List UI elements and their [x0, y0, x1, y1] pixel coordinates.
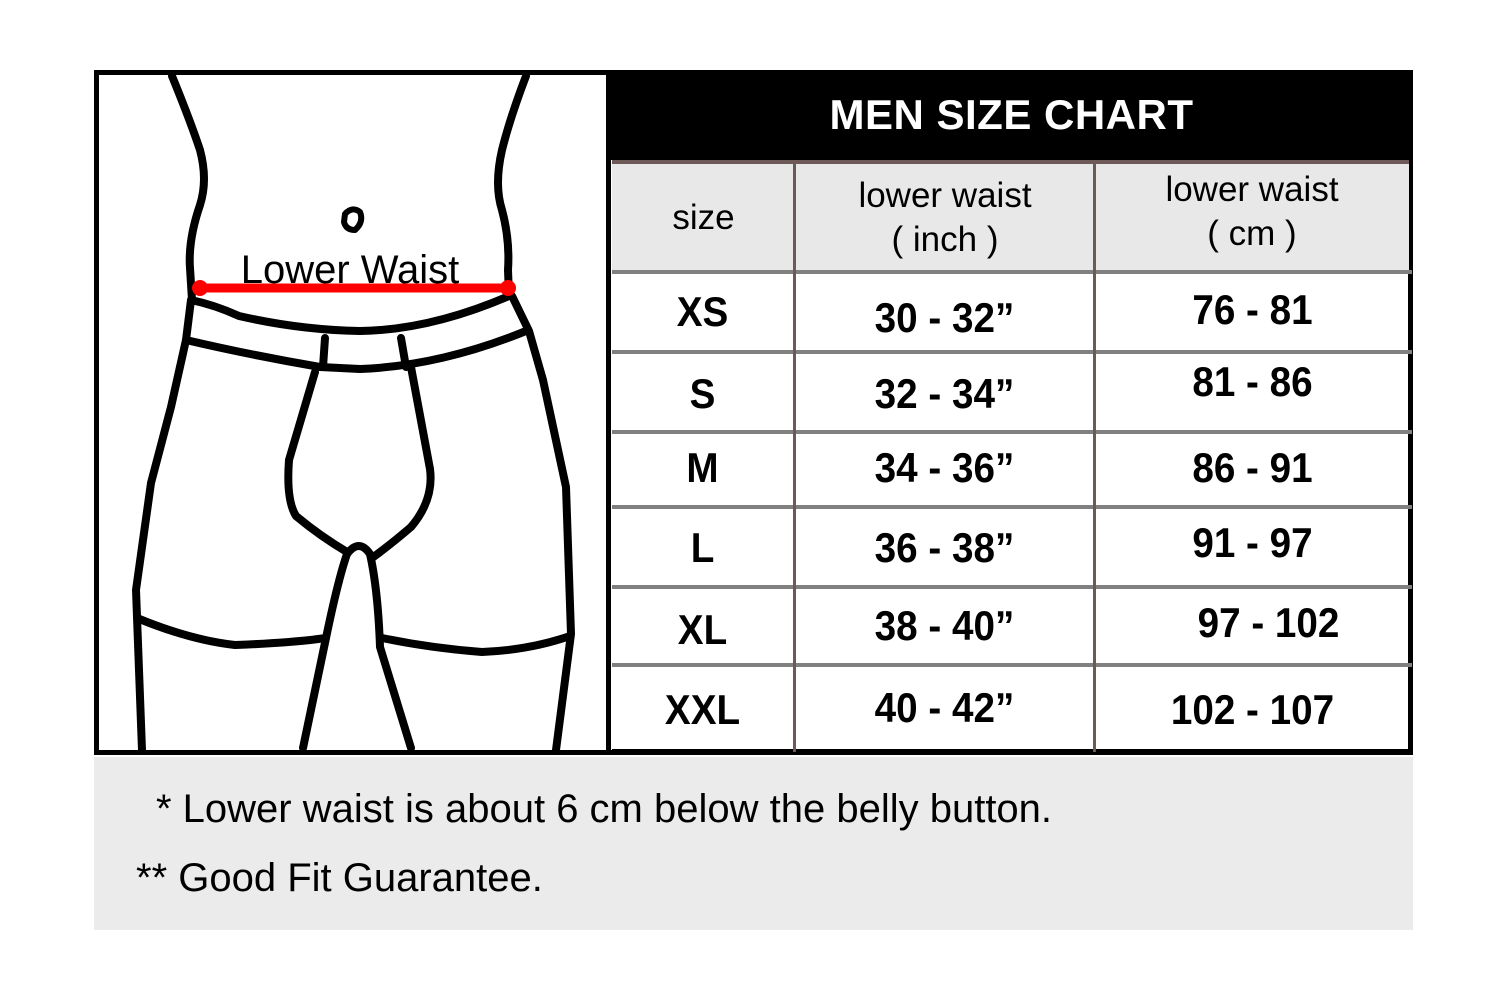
header-inch-line2: ( inch ) — [891, 220, 999, 259]
size-cell: XS — [676, 288, 729, 335]
note-good-fit: ** Good Fit Guarantee. — [136, 856, 543, 900]
column-divider — [1093, 160, 1096, 752]
cm-cell: 81 - 86 — [1192, 358, 1313, 405]
leg-hem-left — [133, 614, 330, 649]
waistband-top — [187, 292, 513, 335]
header-cm-line1: lower waist — [1165, 170, 1339, 209]
inch-cell: 40 - 42” — [874, 684, 1015, 731]
torso-left-outline — [168, 72, 208, 304]
inner-legs — [299, 542, 415, 752]
body-illustration: Lower Waist — [94, 70, 610, 755]
measure-endpoint-left — [192, 280, 208, 296]
row-divider — [612, 350, 1412, 354]
row-divider — [612, 663, 1412, 667]
header-cm-line2: ( cm ) — [1207, 214, 1297, 253]
cm-cell: 102 - 107 — [1170, 686, 1335, 733]
lower-waist-label: Lower Waist — [240, 248, 460, 288]
torso-right-outline — [494, 72, 530, 300]
cm-cell: 76 - 81 — [1192, 286, 1313, 333]
navel-icon — [341, 206, 365, 233]
size-cell: XL — [677, 606, 728, 653]
header-inch: lower waist ( inch ) — [795, 164, 1095, 272]
side-left — [132, 296, 195, 754]
size-cell: M — [686, 444, 719, 491]
note-lower-waist: * Lower waist is about 6 cm below the be… — [156, 787, 1053, 831]
header-size: size — [612, 164, 795, 272]
row-divider — [612, 270, 1412, 274]
header-size-label: size — [672, 198, 735, 237]
panel-divider — [606, 70, 611, 755]
side-right — [508, 292, 575, 754]
size-table: size lower waist ( inch ) lower waist ( … — [612, 160, 1412, 753]
cm-cell: 97 - 102 — [1197, 599, 1340, 646]
waistband-bottom — [182, 327, 530, 373]
inch-cell: 36 - 38” — [874, 524, 1015, 571]
size-cell: S — [689, 370, 716, 417]
cm-cell: 91 - 97 — [1192, 519, 1313, 566]
leg-hem-right — [378, 632, 574, 656]
size-cell: L — [690, 524, 715, 571]
column-divider — [793, 160, 796, 752]
table-header-row — [612, 160, 1409, 272]
size-cell: XXL — [664, 686, 741, 733]
header-cm: lower waist ( cm ) — [1095, 160, 1409, 264]
notes-footer: * Lower waist is about 6 cm below the be… — [94, 757, 1413, 930]
row-divider — [612, 505, 1412, 509]
inch-cell: 30 - 32” — [874, 294, 1015, 341]
header-inch-line1: lower waist — [858, 176, 1032, 215]
row-divider — [612, 749, 1412, 753]
fly-left — [284, 334, 351, 556]
inch-cell: 32 - 34” — [874, 370, 1015, 417]
inch-cell: 34 - 36” — [874, 444, 1015, 491]
row-divider — [612, 430, 1412, 434]
row-divider — [612, 585, 1412, 589]
cm-cell: 86 - 91 — [1192, 444, 1313, 491]
measure-endpoint-right — [500, 280, 516, 296]
inch-cell: 38 - 40” — [874, 602, 1015, 649]
fly-right — [368, 334, 435, 562]
chart-title: MEN SIZE CHART — [610, 70, 1413, 160]
